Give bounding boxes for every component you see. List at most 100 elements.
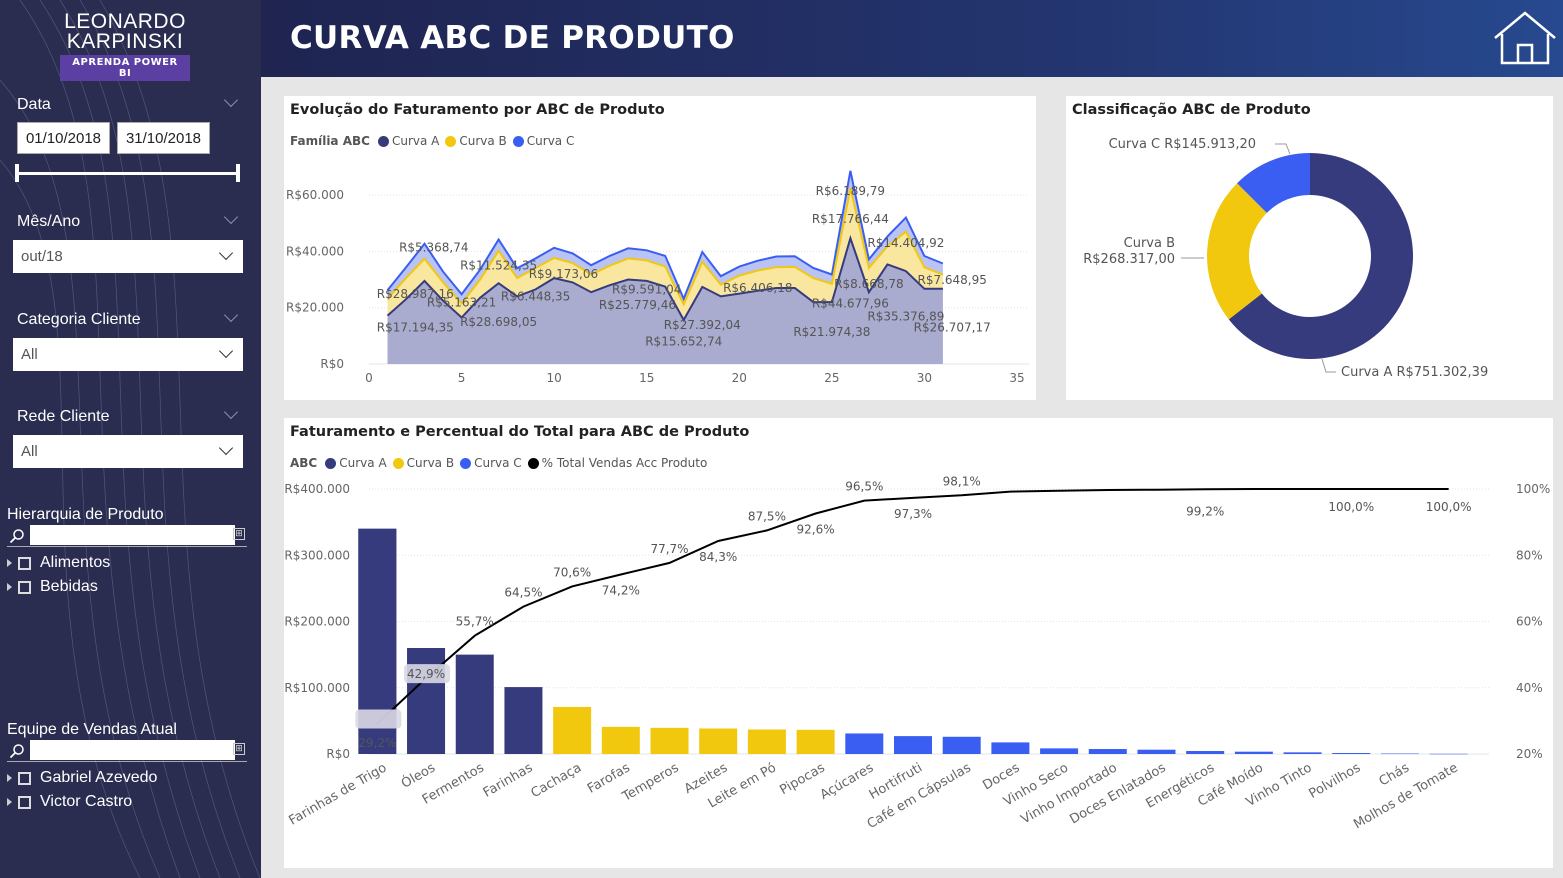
x-tick-label: 30: [917, 371, 932, 385]
expand-caret-icon[interactable]: [7, 774, 12, 782]
legend-item-curva-a[interactable]: Curva A: [377, 134, 440, 148]
y-tick-label: R$60.000: [286, 188, 344, 202]
categoria-cliente-slicer-title: Categoria Cliente: [17, 311, 141, 328]
x-tick-label: Farinhas de Trigo: [286, 760, 389, 828]
date-range-track: [17, 172, 238, 175]
x-tick-label: 20: [732, 371, 747, 385]
bar: [1040, 748, 1079, 754]
mes-ano-dropdown[interactable]: out/18: [13, 240, 243, 273]
expand-all-icon[interactable]: ⊞: [233, 528, 245, 540]
home-icon[interactable]: [1491, 10, 1559, 66]
checkbox[interactable]: [18, 795, 31, 809]
tree-item-bebidas[interactable]: Bebidas: [7, 576, 98, 598]
data-label: R$5.163,21: [427, 295, 496, 309]
series-area-curva-b: [387, 188, 943, 320]
legend-dot: [512, 135, 524, 147]
bar: [1332, 753, 1371, 754]
tree-item-label: Alimentos: [40, 554, 111, 571]
expand-caret-icon[interactable]: [7, 583, 12, 591]
y2-tick-label: 40%: [1516, 681, 1543, 695]
legend-item-acc-pct[interactable]: % Total Vendas Acc Produto: [527, 456, 708, 470]
brand-name-line2: KARPINSKI: [66, 30, 184, 53]
data-label-background: [404, 664, 451, 684]
brand-logo: LEONARDO KARPINSKI APRENDA POWER BI: [60, 10, 190, 81]
tree-item-label: Bebidas: [40, 578, 98, 595]
expand-caret-icon[interactable]: [7, 559, 12, 567]
evolucao-area-chart[interactable]: R$0 R$20.000 R$40.000 R$60.000 0 5 10 15 20 25 30 3…: [284, 96, 1036, 400]
donut-slice-curva-c: [1237, 153, 1310, 213]
legend-item-curva-a[interactable]: Curva A: [325, 456, 387, 470]
expand-all-icon[interactable]: ⊞: [233, 743, 245, 755]
date-range-start-handle[interactable]: [15, 164, 19, 182]
legend-item-curva-c[interactable]: Curva C: [512, 134, 574, 148]
donut-slice-curva-b: [1207, 183, 1267, 320]
y-tick-label: R$0: [320, 357, 344, 371]
tree-item-victor-castro[interactable]: Victor Castro: [7, 791, 132, 813]
acc-pct-data-label: 55,7%: [456, 615, 494, 629]
x-tick-label: Cachaça: [529, 760, 585, 801]
data-label: R$44.677,96: [812, 297, 889, 311]
leader-line: [1275, 143, 1291, 155]
data-label: R$6.406,18: [723, 281, 792, 295]
search-icon: [9, 744, 24, 759]
chevron-down-icon: [218, 343, 234, 359]
bar: [991, 742, 1030, 754]
y-tick-label: R$400.000: [284, 482, 350, 496]
y-tick-label: R$100.000: [284, 681, 350, 695]
bar: [504, 687, 543, 754]
data-label: R$7.648,95: [917, 273, 986, 287]
x-tick-label: 15: [639, 371, 654, 385]
checkbox[interactable]: [18, 771, 31, 785]
acc-pct-data-label: 99,2%: [1186, 505, 1224, 519]
rede-cliente-dropdown-value: All: [21, 443, 38, 460]
tree-item-alimentos[interactable]: Alimentos: [7, 552, 110, 574]
bar-overlay: [358, 528, 397, 730]
evolucao-title: Evolução do Faturamento por ABC de Produ…: [290, 102, 665, 118]
data-label: R$9.173,06: [529, 267, 598, 281]
acc-pct-data-label: 74,2%: [602, 583, 640, 597]
tree-item-gabriel-azevedo[interactable]: Gabriel Azevedo: [7, 767, 157, 789]
legend-label: Curva A: [391, 134, 440, 148]
series-area-curva-a: [387, 238, 943, 364]
date-range-end-handle[interactable]: [236, 164, 240, 182]
expand-caret-icon[interactable]: [7, 798, 12, 806]
hierarquia-produto-search-input[interactable]: [30, 525, 235, 545]
y2-tick-label: 100%: [1516, 482, 1550, 496]
legend-label: % Total Vendas Acc Produto: [541, 456, 708, 470]
x-tick-label: 5: [458, 371, 466, 385]
x-tick-label: 25: [824, 371, 839, 385]
faturamento-combo-chart[interactable]: R$0 R$100.000 R$200.000 R$300.000 R$400.000 2…: [284, 418, 1553, 868]
bar: [894, 736, 932, 754]
date-end-input[interactable]: 31/10/2018: [117, 122, 210, 154]
categoria-cliente-dropdown-value: All: [21, 346, 38, 363]
legend-label: Curva B: [406, 456, 455, 470]
page-header: CURVA ABC DE PRODUTO: [261, 0, 1563, 77]
bar: [553, 706, 592, 754]
tree-item-label: Victor Castro: [40, 793, 133, 810]
rede-cliente-dropdown[interactable]: All: [13, 435, 243, 468]
checkbox[interactable]: [18, 580, 31, 594]
brand-tagline: APRENDA POWER BI: [60, 55, 190, 81]
x-tick-label: 35: [1009, 371, 1024, 385]
decorative-waves: [0, 0, 261, 878]
categoria-cliente-dropdown[interactable]: All: [13, 338, 243, 371]
data-label: R$26.707,17: [914, 321, 991, 335]
legend-item-curva-b[interactable]: Curva B: [392, 456, 455, 470]
legend-dot: [460, 457, 472, 469]
brand-name-line1: LEONARDO: [64, 10, 186, 33]
hierarquia-produto-title: Hierarquia de Produto: [7, 506, 164, 523]
bar: [845, 733, 884, 754]
bar: [1429, 753, 1468, 755]
donut-slice-curva-a: [1228, 153, 1413, 359]
date-slicer-title: Data: [17, 96, 51, 113]
equipe-vendas-search-input[interactable]: [30, 740, 235, 760]
date-start-input[interactable]: 01/10/2018: [17, 122, 110, 154]
legend-item-curva-c[interactable]: Curva C: [460, 456, 522, 470]
data-label: R$6.448,35: [501, 290, 570, 304]
y2-tick-label: 60%: [1516, 615, 1543, 629]
x-tick-label: 10: [547, 371, 562, 385]
data-label: R$35.376,89: [867, 309, 944, 323]
checkbox[interactable]: [18, 556, 31, 570]
legend-item-curva-b[interactable]: Curva B: [445, 134, 507, 148]
